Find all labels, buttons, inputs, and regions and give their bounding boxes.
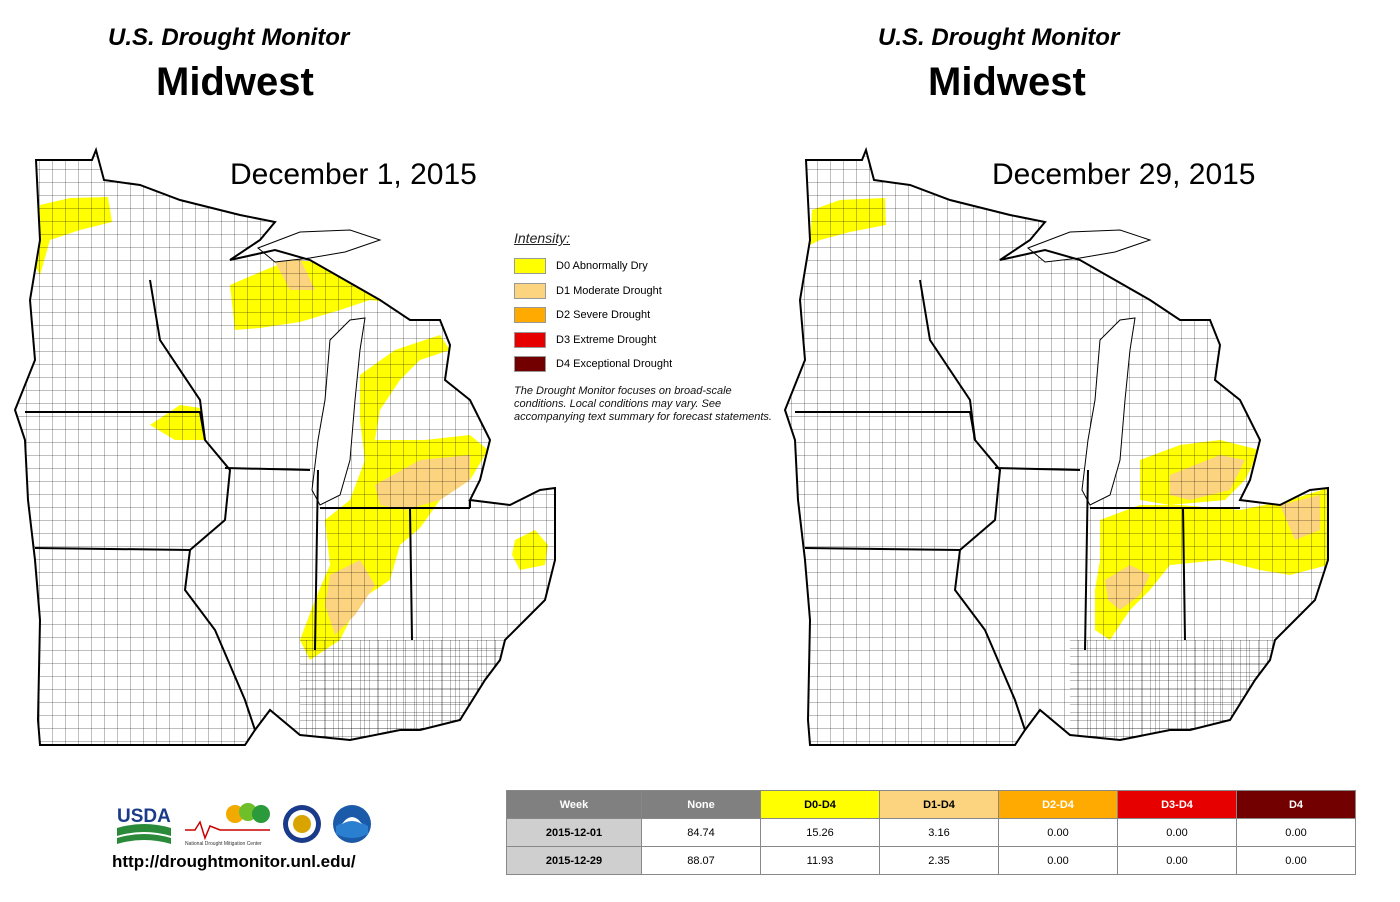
value-cell: 0.00 [1236, 846, 1356, 875]
table-row: 2015-12-29 88.07 11.93 2.35 0.00 0.00 0.00 [506, 846, 1356, 875]
subtitle: U.S. Drought Monitor [878, 24, 1120, 51]
table-header-row: Week None D0-D4 D1-D4 D2-D4 D3-D4 D4 [506, 790, 1356, 819]
region-title: Midwest [156, 60, 314, 104]
column-header: D0-D4 [760, 790, 880, 819]
usda-logo: USDA [117, 806, 171, 844]
legend-swatch [514, 258, 546, 275]
subtitle: U.S. Drought Monitor [108, 24, 350, 51]
column-header: D4 [1236, 790, 1356, 819]
legend-swatch [514, 282, 546, 299]
column-header: None [641, 790, 761, 819]
legend-item: D2 Severe Drought [514, 303, 784, 328]
legend-item: D3 Extreme Drought [514, 328, 784, 353]
column-header: D2-D4 [998, 790, 1118, 819]
value-cell: 0.00 [1236, 818, 1356, 847]
legend-swatch [514, 307, 546, 324]
week-cell: 2015-12-29 [506, 846, 642, 875]
usda-logo-text: USDA [117, 806, 171, 827]
legend-label: D1 Moderate Drought [556, 284, 662, 297]
intensity-legend: Intensity: D0 Abnormally Dry D1 Moderate … [514, 230, 784, 424]
map-date: December 1, 2015 [230, 158, 477, 191]
value-cell: 88.07 [641, 846, 761, 875]
table-row: 2015-12-01 84.74 15.26 3.16 0.00 0.00 0.00 [506, 818, 1356, 847]
legend-item: D4 Exceptional Drought [514, 352, 784, 377]
noaa-logo [333, 805, 371, 843]
map-panel-dec-1: U.S. Drought Monitor Midwest December 1,… [0, 0, 700, 770]
region-title: Midwest [928, 60, 1086, 104]
legend-label: D2 Severe Drought [556, 309, 651, 322]
value-cell: 0.00 [998, 846, 1118, 875]
value-cell: 3.16 [879, 818, 999, 847]
agency-logos: USDA National Drought Mitigation Center [110, 800, 410, 850]
ndmc-logo: National Drought Mitigation Center [185, 803, 270, 847]
legend-swatch [514, 356, 546, 373]
map-date: December 29, 2015 [992, 158, 1256, 191]
value-cell: 0.00 [1117, 846, 1237, 875]
value-cell: 0.00 [998, 818, 1118, 847]
legend-item: D1 Moderate Drought [514, 279, 784, 304]
drought-map-dec-1 [13, 146, 556, 746]
legend-label: D4 Exceptional Drought [556, 358, 673, 371]
week-cell: 2015-12-01 [506, 818, 642, 847]
map-panel-dec-29: U.S. Drought Monitor Midwest December 29… [700, 0, 1400, 770]
legend-note: The Drought Monitor focuses on broad-sca… [514, 384, 772, 423]
legend-swatch [514, 331, 546, 348]
column-header: D1-D4 [879, 790, 999, 819]
legend-label: D0 Abnormally Dry [556, 260, 648, 273]
drought-map-dec-29 [783, 146, 1329, 746]
ndmc-logo-text: National Drought Mitigation Center [185, 841, 262, 847]
value-cell: 11.93 [760, 846, 880, 875]
legend-item: D0 Abnormally Dry [514, 254, 784, 279]
value-cell: 84.74 [641, 818, 761, 847]
value-cell: 15.26 [760, 818, 880, 847]
legend-label: D3 Extreme Drought [556, 333, 657, 346]
column-header: D3-D4 [1117, 790, 1237, 819]
drought-monitor-url[interactable]: http://droughtmonitor.unl.edu/ [112, 852, 356, 871]
value-cell: 2.35 [879, 846, 999, 875]
value-cell: 0.00 [1117, 818, 1237, 847]
legend-title: Intensity: [514, 230, 571, 246]
column-header: Week [506, 790, 642, 819]
drought-stats-table: Week None D0-D4 D1-D4 D2-D4 D3-D4 D4 2015-12-0… [506, 790, 1356, 875]
commerce-seal [283, 805, 321, 843]
